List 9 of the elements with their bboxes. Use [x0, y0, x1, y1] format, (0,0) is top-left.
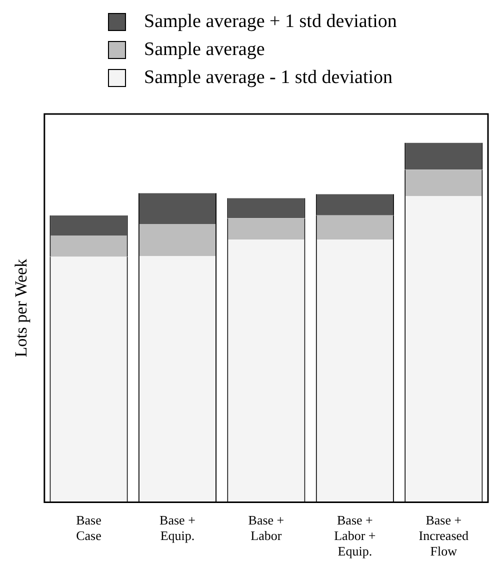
x-tick-label: Base + Increased Flow: [418, 512, 470, 559]
x-tick-label: Base + Labor + Equip.: [334, 512, 376, 559]
y-axis-title: Lots per Week: [12, 258, 31, 358]
legend-label: Sample average + 1 std deviation: [144, 11, 397, 33]
x-tick-label: Base + Labor: [248, 512, 284, 544]
legend-label: Sample average: [144, 39, 265, 61]
legend-label: Sample average - 1 std deviation: [144, 67, 393, 89]
x-tick-label: Base + Equip.: [160, 512, 196, 544]
x-tick-label: Base Case: [76, 512, 102, 544]
